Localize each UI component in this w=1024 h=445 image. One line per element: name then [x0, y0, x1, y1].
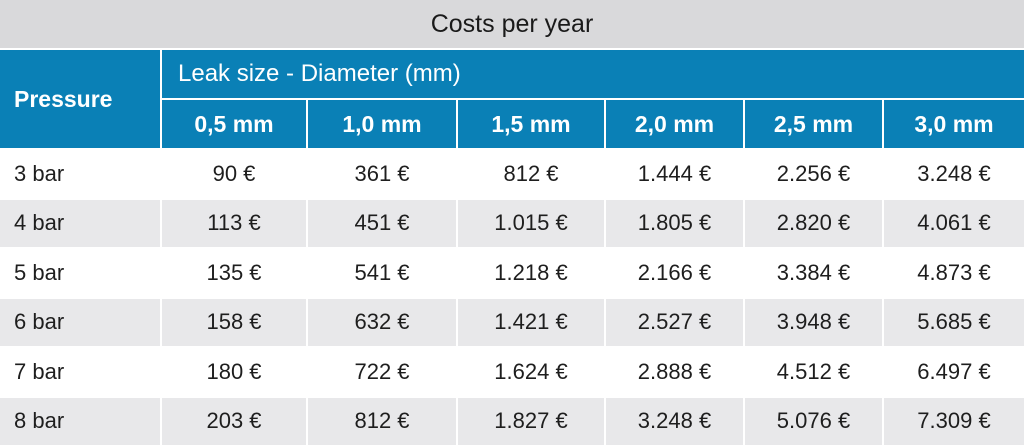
- cost-cell: 3.248 €: [917, 160, 991, 186]
- cost-cell: 541 €: [354, 259, 410, 285]
- cost-cell: 361 €: [354, 160, 410, 186]
- cost-cell: 7.309 €: [884, 397, 1024, 445]
- cost-cell: 2.166 €: [637, 259, 712, 285]
- pressure-cell: 3 bar: [14, 160, 65, 186]
- cost-cell: 2.888 €: [637, 358, 712, 384]
- pressure-cell: 7 bar: [14, 358, 65, 384]
- cost-cell: 5.685 €: [884, 298, 1024, 346]
- column-header: 3,0 mm: [884, 100, 1024, 148]
- column-header: 1,0 mm: [308, 100, 456, 148]
- cost-cell: 3.948 €: [745, 298, 882, 346]
- cost-cell: 2.820 €: [745, 199, 882, 247]
- cost-cell: 3.384 €: [776, 259, 851, 285]
- column-header: 0,5 mm: [162, 100, 306, 148]
- cost-cell: 1.015 €: [458, 199, 604, 247]
- cost-cell: 158 €: [162, 298, 306, 346]
- pressure-cell: 5 bar: [14, 259, 65, 285]
- cost-cell: 1.421 €: [458, 298, 604, 346]
- cost-cell: 4.873 €: [917, 259, 991, 285]
- cost-cell: 113 €: [162, 199, 306, 247]
- cost-cell: 812 €: [308, 397, 456, 445]
- column-header: 2,0 mm: [606, 100, 743, 148]
- pressure-header: Pressure: [0, 50, 160, 148]
- cost-cell: 1.805 €: [606, 199, 743, 247]
- cost-cell: 90 €: [212, 160, 256, 186]
- column-header: 1,5 mm: [458, 100, 604, 148]
- cost-cell: 722 €: [354, 358, 410, 384]
- column-header: 2,5 mm: [745, 100, 882, 148]
- cost-cell: 1.827 €: [458, 397, 604, 445]
- cost-cell: 1.624 €: [494, 358, 568, 384]
- cost-cell: 3.248 €: [606, 397, 743, 445]
- cost-cell: 1.444 €: [637, 160, 712, 186]
- cost-cell: 203 €: [162, 397, 306, 445]
- leak-size-header: Leak size - Diameter (mm): [162, 50, 1024, 98]
- cost-cell: 812 €: [503, 160, 559, 186]
- cost-cell: 451 €: [308, 199, 456, 247]
- pressure-cell: 8 bar: [0, 397, 160, 445]
- cost-cell: 2.256 €: [776, 160, 851, 186]
- cost-cell: 6.497 €: [917, 358, 991, 384]
- pressure-cell: 4 bar: [0, 199, 160, 247]
- cost-cell: 2.527 €: [606, 298, 743, 346]
- cost-cell: 4.061 €: [884, 199, 1024, 247]
- cost-cell: 135 €: [206, 259, 262, 285]
- cost-cell: 5.076 €: [745, 397, 882, 445]
- table-title: Costs per year: [0, 0, 1024, 48]
- cost-cell: 4.512 €: [776, 358, 851, 384]
- cost-cell: 1.218 €: [494, 259, 568, 285]
- cost-cell: 632 €: [308, 298, 456, 346]
- cost-cell: 180 €: [206, 358, 262, 384]
- pressure-cell: 6 bar: [0, 298, 160, 346]
